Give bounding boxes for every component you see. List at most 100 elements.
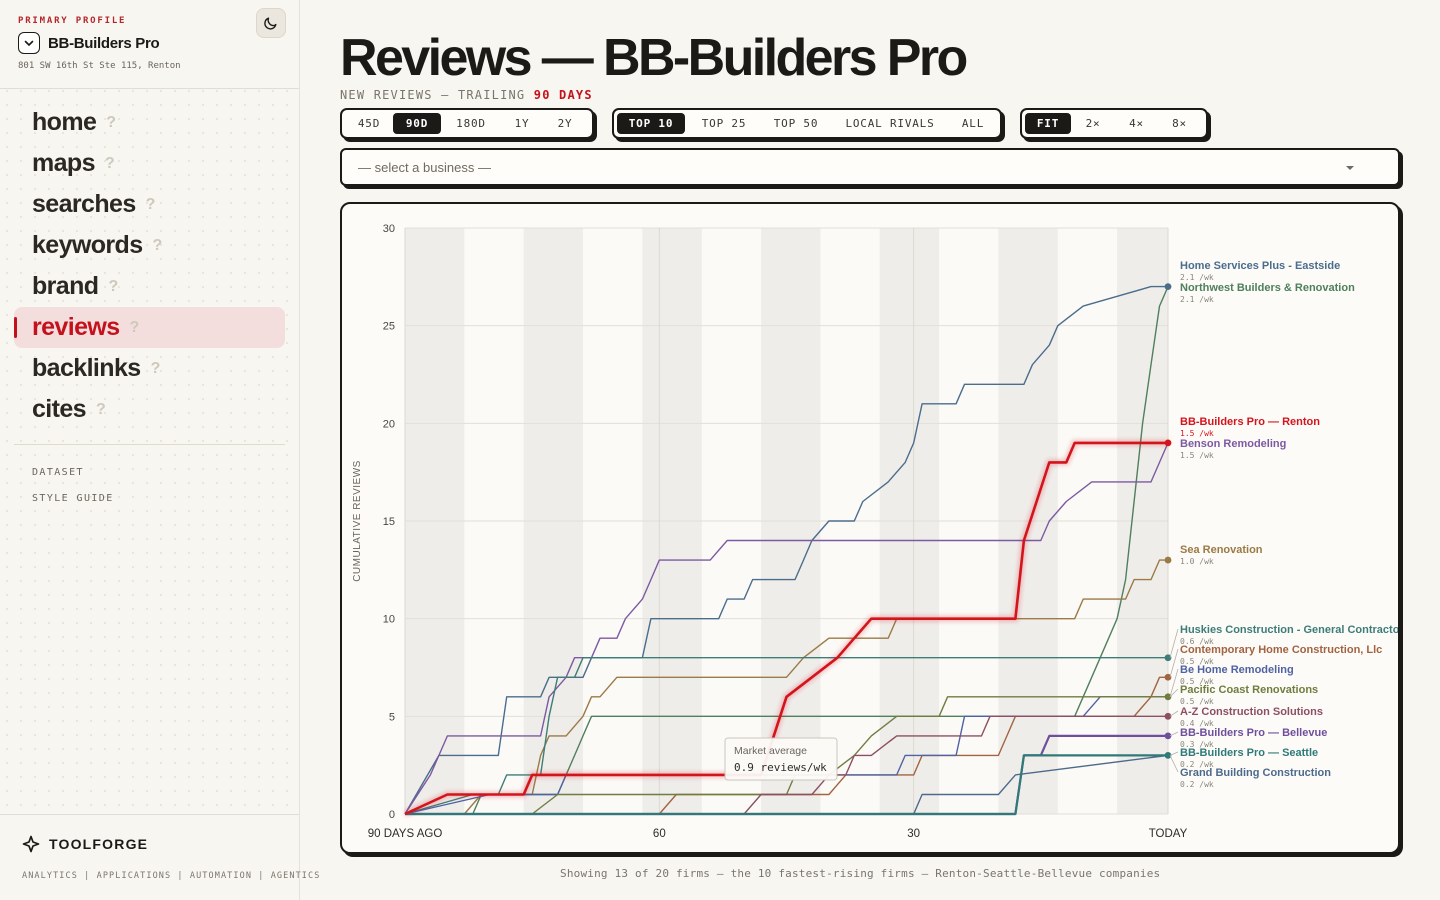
series-rate: 1.5 /wk [1180,451,1214,460]
x-tick-label: 30 [907,828,920,840]
help-icon[interactable]: ? [95,400,106,418]
tooltip-label: Market average [734,745,807,757]
series-rate: 0.5 /wk [1180,697,1214,706]
series-rate: 0.2 /wk [1180,760,1214,769]
y-tick-label: 30 [383,223,395,235]
series-leader-line [1169,648,1179,678]
series-line [405,696,1168,815]
scope-top25-button[interactable]: TOP 25 [701,117,747,130]
zoom-fit-button[interactable]: FIT [1025,113,1071,134]
caret-down-icon [1346,166,1354,170]
chart-footnote: Showing 13 of 20 firms — the 10 fastest-… [560,867,1161,880]
series-rate: 0.4 /wk [1180,719,1214,728]
page-title: Reviews — BB-Builders Pro [340,29,968,87]
scope-all-button[interactable]: ALL [961,117,985,130]
nav-divider [14,444,285,445]
series-label: Home Services Plus - Eastside [1180,260,1340,272]
scope-top50-button[interactable]: TOP 50 [773,117,819,130]
scope-top10-button[interactable]: TOP 10 [617,113,685,134]
series-end-marker [1164,732,1172,740]
series-end-marker [1164,752,1172,759]
help-icon[interactable]: ? [152,236,163,254]
y-tick-label: 20 [383,418,395,430]
range-1y-button[interactable]: 1Y [514,117,530,130]
zoom-4x-button[interactable]: 4× [1129,117,1144,130]
page-subtitle: NEW REVIEWS — TRAILING 90 DAYS [340,88,593,102]
help-icon[interactable]: ? [106,113,117,131]
nav-item-cites[interactable]: cites? [14,389,285,430]
nav-item-backlinks[interactable]: backlinks? [14,348,285,389]
nav-item-maps[interactable]: maps? [14,143,285,184]
series-label: Pacific Coast Renovations [1180,684,1318,696]
y-tick-label: 5 [389,711,395,723]
range-90d-button[interactable]: 90D [393,113,441,134]
series-end-marker [1164,283,1172,290]
zoom-8x-button[interactable]: 8× [1172,117,1187,130]
style-guide-link[interactable]: STYLE GUIDE [32,492,114,504]
series-rate: 0.2 /wk [1180,780,1214,789]
tooltip-box [724,737,838,781]
nav-item-searches[interactable]: searches? [14,184,285,225]
help-icon[interactable]: ? [145,195,156,213]
nav-item-brand[interactable]: brand? [14,266,285,307]
profile-switcher-button[interactable] [18,32,40,54]
range-2y-button[interactable]: 2Y [557,117,573,130]
series-label: Huskies Construction - General Contracto… [1180,624,1400,636]
moon-icon [264,17,277,30]
nav-item-keywords[interactable]: keywords? [14,225,285,266]
x-tick-label: TODAY [1149,828,1188,840]
nav-item-label: searches [32,190,136,218]
series-leader-line [1169,755,1179,773]
series-line [404,442,1169,815]
nav-item-label: keywords [32,231,143,259]
theme-toggle-button[interactable] [256,8,286,38]
profile-name: BB-Builders Pro [48,34,160,52]
brand-footer: TOOLFORGE ANALYTICS | APPLICATIONS | AUT… [0,814,321,900]
scope-toggle: TOP 10 TOP 25 TOP 50 LOCAL RIVALS ALL [612,108,1002,139]
y-tick-label: 0 [389,809,395,821]
x-tick-label: 90 DAYS AGO [368,828,443,840]
reviews-chart[interactable]: 0 5 10 15 20 25 30 90 DAYS AGO 60 30 TODAY CUMULATI… [342,204,1400,854]
series-rate: 1.0 /wk [1180,557,1214,566]
business-select[interactable]: — select a business — [340,148,1400,186]
help-icon[interactable]: ? [104,154,115,172]
help-icon[interactable]: ? [129,318,140,336]
subtitle-prefix: NEW REVIEWS — TRAILING [340,88,534,102]
series-rate: 0.3 /wk [1180,740,1214,749]
range-45d-button[interactable]: 45D [357,117,381,130]
series-end-marker [1164,712,1172,720]
series-rate: 0.5 /wk [1180,657,1214,666]
series-label: Benson Remodeling [1180,438,1286,450]
nav-item-label: backlinks [32,354,141,382]
y-axis-label: CUMULATIVE REVIEWS [352,460,363,582]
series-label: BB-Builders Pro — Bellevue [1180,727,1327,739]
series-rate: 2.1 /wk [1180,295,1214,304]
nav-item-label: reviews [32,313,120,341]
range-180d-button[interactable]: 180D [456,117,486,130]
series-label: A-Z Construction Solutions [1180,706,1323,718]
series-label: Be Home Remodeling [1180,664,1294,676]
help-icon[interactable]: ? [150,359,161,377]
scope-local-rivals-button[interactable]: LOCAL RIVALS [845,117,935,130]
zoom-2x-button[interactable]: 2× [1085,117,1101,130]
series-leader-line [1169,628,1179,658]
series-line [405,754,1168,816]
series-label: Contemporary Home Construction, Llc [1180,644,1382,656]
brand-tagline: ANALYTICS | APPLICATIONS | AUTOMATION | … [22,871,321,881]
subtitle-highlight: 90 DAYS [533,88,593,102]
series-end-marker [1164,654,1172,662]
help-icon[interactable]: ? [108,277,119,295]
series-label: BB-Builders Pro — Renton [1180,416,1320,428]
y-tick-label: 15 [383,516,395,528]
series-leader-line [1169,751,1179,756]
dataset-link[interactable]: DATASET [32,466,84,478]
market-average-tooltip: Market average 0.9 reviews/wk [724,737,838,781]
series-rate: 0.5 /wk [1180,677,1214,686]
profile-kicker: PRIMARY PROFILE [18,16,127,26]
reviews-chart-card: 0 5 10 15 20 25 30 90 DAYS AGO 60 30 TODAY CUMULATI… [340,202,1400,854]
series-rate: 1.5 /wk [1180,429,1214,438]
y-tick-label: 10 [383,614,395,626]
nav-item-home[interactable]: home? [14,102,285,143]
nav-item-reviews[interactable]: reviews? [14,307,285,348]
x-tick-label: 60 [653,828,666,840]
